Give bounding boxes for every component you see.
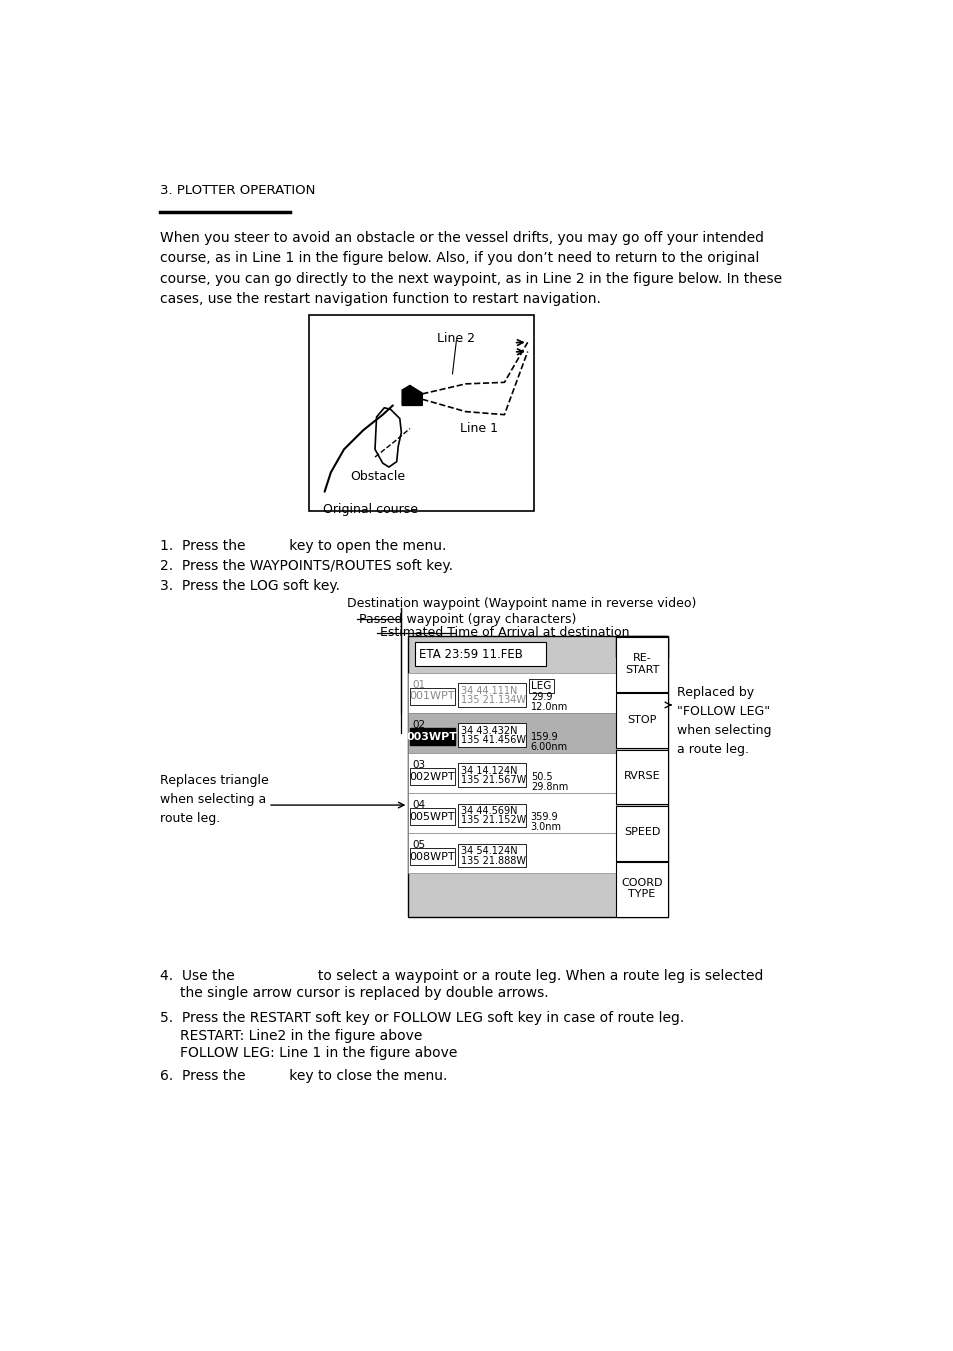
Text: When you steer to avoid an obstacle or the vessel drifts, you may go off your in: When you steer to avoid an obstacle or t… xyxy=(159,231,781,305)
Text: RVRSE: RVRSE xyxy=(623,771,659,781)
Text: 05: 05 xyxy=(412,840,425,850)
Bar xyxy=(457,723,525,747)
Bar xyxy=(457,843,525,867)
Bar xyxy=(616,638,667,692)
Bar xyxy=(408,636,667,917)
Text: 4.  Use the                   to select a waypoint or a route leg. When a route : 4. Use the to select a waypoint or a rou… xyxy=(159,969,762,984)
Text: 01: 01 xyxy=(412,680,425,690)
Text: 1.  Press the          key to open the menu.: 1. Press the key to open the menu. xyxy=(159,539,445,554)
Text: Original course: Original course xyxy=(323,503,417,516)
Text: 34 44.569N: 34 44.569N xyxy=(460,807,517,816)
Text: 6.00nm: 6.00nm xyxy=(530,742,567,751)
Bar xyxy=(408,793,616,832)
Text: LOG: LOG xyxy=(625,639,658,654)
Bar xyxy=(408,713,616,753)
Text: 29.8nm: 29.8nm xyxy=(530,782,567,792)
Text: Obstacle: Obstacle xyxy=(350,470,404,484)
Text: 12.0nm: 12.0nm xyxy=(530,701,567,712)
Text: Line 1: Line 1 xyxy=(459,423,497,435)
Text: 29.9: 29.9 xyxy=(530,692,552,703)
Text: 3.  Press the LOG soft key.: 3. Press the LOG soft key. xyxy=(159,580,339,593)
Bar xyxy=(616,693,667,748)
Text: FOLLOW LEG: Line 1 in the figure above: FOLLOW LEG: Line 1 in the figure above xyxy=(179,1046,456,1061)
Text: 34 54.124N: 34 54.124N xyxy=(460,846,517,857)
Bar xyxy=(410,728,455,744)
Text: 135 21.134W: 135 21.134W xyxy=(460,696,525,705)
Text: 003WPT: 003WPT xyxy=(406,731,457,742)
Bar xyxy=(410,688,455,705)
Bar xyxy=(410,848,455,865)
Text: the single arrow cursor is replaced by double arrows.: the single arrow cursor is replaced by d… xyxy=(179,986,548,1000)
Text: STOP: STOP xyxy=(627,715,656,725)
Bar xyxy=(410,769,455,785)
Text: 34 14.124N: 34 14.124N xyxy=(460,766,517,777)
Text: 2.  Press the WAYPOINTS/ROUTES soft key.: 2. Press the WAYPOINTS/ROUTES soft key. xyxy=(159,559,452,573)
Bar xyxy=(616,636,667,657)
Text: 159.9: 159.9 xyxy=(530,732,558,742)
Text: 34 44.111N: 34 44.111N xyxy=(460,686,517,696)
Text: Line 2: Line 2 xyxy=(436,331,475,345)
Text: Destination waypoint (Waypoint name in reverse video): Destination waypoint (Waypoint name in r… xyxy=(347,597,696,611)
Text: RE-
START: RE- START xyxy=(624,653,659,674)
Text: COORD
TYPE: COORD TYPE xyxy=(620,878,662,900)
Bar xyxy=(408,753,616,793)
Text: 3.0nm: 3.0nm xyxy=(530,821,561,832)
Bar xyxy=(529,678,554,693)
Text: Estimated Time of Arrival at destination: Estimated Time of Arrival at destination xyxy=(379,627,628,639)
Text: 001WPT: 001WPT xyxy=(409,692,455,701)
Text: 3. PLOTTER OPERATION: 3. PLOTTER OPERATION xyxy=(159,184,314,197)
Text: LEG: LEG xyxy=(531,681,551,690)
Text: Replaces triangle
when selecting a
route leg.: Replaces triangle when selecting a route… xyxy=(159,774,268,825)
Bar xyxy=(616,805,667,861)
Bar xyxy=(309,315,534,511)
Bar xyxy=(616,862,667,917)
Text: RESTART: Line2 in the figure above: RESTART: Line2 in the figure above xyxy=(179,1029,421,1043)
Bar xyxy=(457,804,525,827)
Text: 5.  Press the RESTART soft key or FOLLOW LEG soft key in case of route leg.: 5. Press the RESTART soft key or FOLLOW … xyxy=(159,1012,683,1025)
Bar xyxy=(457,763,525,786)
Text: 008WPT: 008WPT xyxy=(409,851,455,862)
Bar xyxy=(408,673,616,713)
Bar xyxy=(410,808,455,825)
Bar xyxy=(415,642,546,666)
Text: 6.  Press the          key to close the menu.: 6. Press the key to close the menu. xyxy=(159,1069,446,1084)
Bar xyxy=(408,832,616,873)
Text: 02: 02 xyxy=(412,720,425,730)
Text: 135 21.567W: 135 21.567W xyxy=(460,775,526,785)
Polygon shape xyxy=(402,385,422,405)
Text: Passed waypoint (gray characters): Passed waypoint (gray characters) xyxy=(359,612,577,626)
Text: 50.5: 50.5 xyxy=(530,773,552,782)
Text: Replaced by
"FOLLOW LEG"
when selecting
a route leg.: Replaced by "FOLLOW LEG" when selecting … xyxy=(677,686,771,755)
Bar xyxy=(616,750,667,804)
Text: SPEED: SPEED xyxy=(623,827,659,838)
Text: 03: 03 xyxy=(412,761,425,770)
Text: 359.9: 359.9 xyxy=(530,812,558,823)
Text: ETA 23:59 11.FEB: ETA 23:59 11.FEB xyxy=(418,647,522,661)
Text: 34 43.432N: 34 43.432N xyxy=(460,725,517,736)
Text: 135 21.152W: 135 21.152W xyxy=(460,816,526,825)
Text: 005WPT: 005WPT xyxy=(409,812,455,821)
Text: 04: 04 xyxy=(412,800,425,811)
Text: 002WPT: 002WPT xyxy=(409,771,455,782)
Text: 135 21.888W: 135 21.888W xyxy=(460,855,525,866)
Bar xyxy=(457,684,525,707)
Text: 135 41.456W: 135 41.456W xyxy=(460,735,525,746)
